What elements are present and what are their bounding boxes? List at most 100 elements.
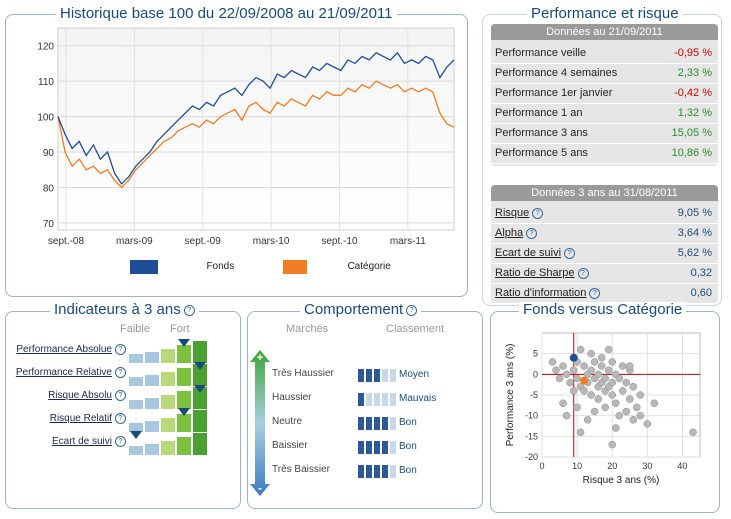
perf-row-label: Performance 1 an	[495, 107, 583, 119]
legend-categorie-label: Catégorie	[347, 261, 391, 273]
help-icon[interactable]: ?	[532, 207, 544, 219]
indicator-bar	[161, 441, 175, 455]
peer-point	[626, 362, 634, 370]
perf-row-label: Performance 1er janvier	[495, 87, 613, 99]
risk-row-label[interactable]: Alpha	[495, 227, 524, 239]
help-icon[interactable]: ?	[115, 390, 126, 401]
x-tick-label: sept.-09	[185, 236, 222, 247]
scatter-x-tick: 40	[677, 461, 687, 471]
peer-point	[562, 411, 571, 420]
comportement-col-classement: Classement	[386, 323, 445, 335]
help-icon[interactable]: ?	[115, 413, 126, 424]
scatter-y-tick: 5	[533, 349, 538, 359]
market-scale-label: Haussier	[272, 392, 312, 403]
rating-cell	[390, 465, 396, 478]
x-tick-label: sept.-10	[321, 236, 358, 247]
risk-row-value: 0,60	[690, 287, 712, 299]
peer-point	[604, 345, 613, 354]
performance-box-2: Données 3 ans au 31/08/2011 Risque? 9,05 …	[491, 185, 718, 304]
help-icon[interactable]: ?	[115, 344, 126, 355]
categorie-point	[580, 376, 589, 385]
indicator-bar	[161, 395, 175, 409]
indicator-label[interactable]: Risque Absolu?	[48, 390, 126, 401]
indicator-bar	[145, 375, 159, 386]
peer-point	[643, 420, 652, 428]
indicator-label-text[interactable]: Performance Relative	[15, 367, 112, 379]
rating-cell	[358, 441, 364, 454]
peer-point	[601, 374, 609, 383]
risk-row-value: 0,32	[690, 267, 712, 279]
indicator-label-text[interactable]: Risque Relatif	[49, 413, 112, 425]
risk-row-label-wrap: Ratio d'information?	[495, 287, 601, 299]
help-icon[interactable]: ?	[589, 287, 601, 299]
rating-cell	[358, 369, 364, 382]
indicator-label[interactable]: Risque Relatif?	[50, 413, 126, 424]
indicator-label-text[interactable]: Performance Absolue	[16, 344, 112, 356]
scatter-x-tick: 0	[539, 461, 544, 471]
peer-point	[636, 391, 645, 399]
comportement-title: Comportement	[304, 301, 404, 318]
rating-cell	[382, 441, 388, 454]
risk-row-label[interactable]: Ratio d'information	[495, 287, 587, 299]
risk-row-label-wrap: Ratio de Sharpe?	[495, 267, 589, 279]
risk-row-label[interactable]: Ratio de Sharpe	[495, 267, 575, 279]
svg-text:-: -	[258, 481, 262, 495]
perf-row-label: Performance 3 ans	[495, 127, 588, 139]
help-icon[interactable]: ?	[115, 367, 126, 378]
risk-row: Alpha? 3,64 %	[491, 223, 718, 244]
indicator-label[interactable]: Performance Relative?	[16, 367, 126, 378]
rating-cell	[374, 441, 380, 454]
help-icon[interactable]: ?	[183, 304, 195, 316]
help-icon[interactable]: ?	[115, 436, 126, 447]
x-tick-label: mars-11	[390, 236, 426, 247]
risk-row-label[interactable]: Risque	[495, 207, 530, 219]
fonds-point	[569, 353, 578, 362]
perf-row-value: -0,95 %	[674, 47, 712, 59]
indicator-bar	[145, 421, 159, 432]
market-scale-arrow: + -	[250, 350, 270, 496]
indicator-bar	[177, 368, 191, 386]
peer-point	[587, 366, 595, 374]
peer-point	[629, 416, 638, 424]
market-scale-label: Neutre	[272, 416, 303, 427]
indicator-label-text[interactable]: Risque Absolu	[48, 390, 112, 402]
peer-point	[555, 374, 564, 383]
indicator-label[interactable]: Performance Absolue?	[16, 344, 126, 355]
peer-point	[552, 366, 560, 374]
indicator-bar	[177, 414, 191, 432]
peer-point	[629, 382, 638, 391]
peer-point	[576, 428, 585, 436]
help-icon[interactable]: ?	[564, 247, 576, 259]
help-icon[interactable]: ?	[406, 304, 418, 316]
perf-row: Performance 5 ans 10,86 %	[491, 143, 718, 164]
historique-title: Historique base 100 du 22/09/2008 au 21/…	[56, 6, 397, 22]
rating-cell	[366, 393, 372, 406]
rating-cell	[390, 417, 396, 430]
rating-cell	[374, 465, 380, 478]
risk-row: Ecart de suivi? 5,62 %	[491, 243, 718, 264]
help-icon[interactable]: ?	[526, 227, 538, 239]
peer-point	[622, 378, 631, 387]
risk-row-value: 9,05 %	[677, 207, 712, 219]
legend-fonds-label: Fonds	[206, 261, 235, 273]
x-tick-label: mars-10	[253, 236, 290, 247]
risk-row-label[interactable]: Ecart de suivi	[495, 247, 562, 259]
peer-point	[594, 395, 602, 403]
indicator-bar	[193, 341, 207, 363]
historique-line-chart: 70 80 90 100 110 120 sept.-08 mars-09 sept.-09 ma…	[37, 27, 455, 247]
peer-point	[590, 358, 599, 366]
peer-point	[566, 378, 574, 387]
rating-cell	[358, 417, 364, 430]
peer-point	[597, 362, 606, 370]
indicator-bar	[129, 423, 143, 432]
peer-point	[559, 399, 567, 408]
indicator-label-text[interactable]: Ecart de suivi	[51, 436, 112, 448]
indicator-bar	[129, 400, 143, 409]
peer-point	[615, 374, 623, 383]
indicator-bar	[177, 345, 191, 363]
indicator-label[interactable]: Ecart de suivi?	[52, 436, 126, 447]
indicator-marker	[130, 431, 142, 439]
indicateurs-col-faible: Faible	[120, 323, 150, 335]
help-icon[interactable]: ?	[577, 267, 589, 279]
market-scale-label: Très Baissier	[272, 464, 330, 475]
